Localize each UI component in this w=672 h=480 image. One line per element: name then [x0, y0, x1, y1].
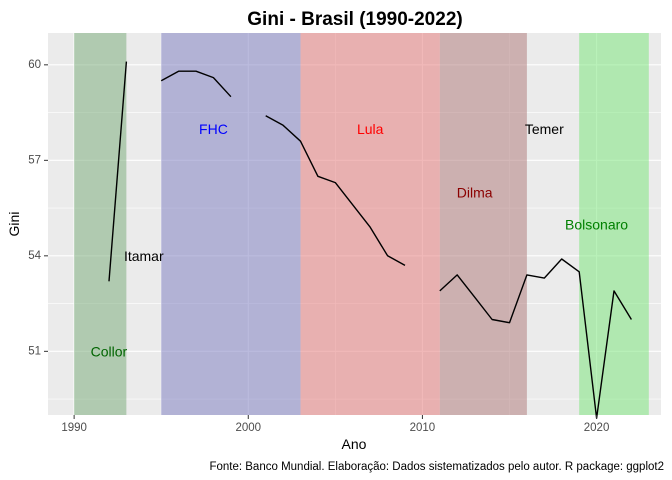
x-axis-title: Ano: [342, 436, 367, 452]
series-line-segment: [265, 115, 406, 267]
x-tick-label: 2000: [235, 422, 261, 434]
period-band-collor: [74, 33, 127, 415]
period-shading: [74, 33, 649, 415]
series-line-segment: [439, 258, 632, 419]
y-axis-title: Gini: [6, 212, 22, 237]
y-tick-label: 57: [28, 154, 41, 166]
period-band-bolsonaro: [579, 33, 649, 415]
series-line-segment: [108, 61, 128, 282]
x-tick-label: 1990: [61, 422, 87, 434]
x-axis: 1990 2000 2010 2020: [61, 415, 609, 434]
y-axis: 51 54 57 60: [28, 59, 48, 357]
series-line-segment: [160, 70, 232, 98]
x-tick-label: 2020: [584, 422, 610, 434]
period-label-itamar: Itamar: [124, 248, 164, 264]
y-tick-label: 54: [28, 250, 41, 262]
x-tick-label: 2010: [410, 422, 436, 434]
period-label-dilma: Dilma: [457, 184, 493, 200]
chart-caption: Fonte: Banco Mundial. Elaboração: Dados …: [209, 461, 664, 473]
period-band-lula: [300, 33, 440, 415]
y-tick-label: 51: [28, 345, 41, 357]
chart-title: Gini - Brasil (1990-2022): [247, 9, 462, 30]
period-label-bolsonaro: Bolsonaro: [565, 216, 628, 232]
period-band-dilma: [439, 33, 527, 415]
period-label-lula: Lula: [357, 121, 384, 137]
period-label-fhc: FHC: [199, 121, 228, 137]
y-tick-label: 60: [28, 59, 41, 71]
period-label-temer: Temer: [525, 121, 564, 137]
period-label-collor: Collor: [91, 344, 128, 360]
period-labels: Collor Itamar FHC Lula Dilma Temer Bolsonaro: [91, 121, 629, 360]
period-band-fhc: [161, 33, 301, 415]
series-layer: [108, 61, 632, 419]
